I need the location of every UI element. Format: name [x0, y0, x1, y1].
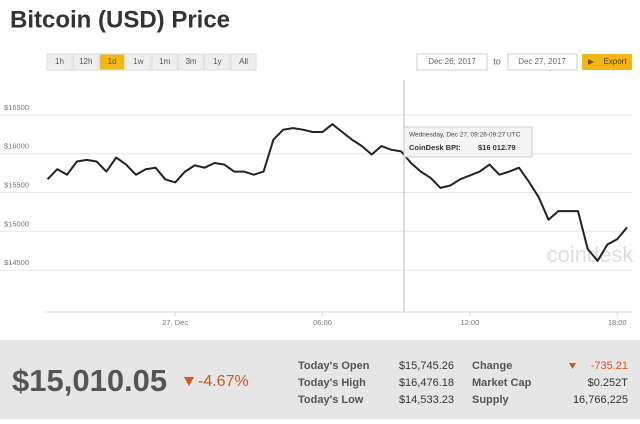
- y-tick-label: $15000: [4, 219, 29, 228]
- summary-panel: [0, 340, 640, 419]
- stat-label: Today's High: [298, 377, 366, 389]
- range-button-label: 3m: [185, 57, 196, 66]
- price-line: [46, 123, 628, 262]
- x-tick-label: 18:00: [608, 318, 627, 327]
- stat-value: 16,766,225: [573, 394, 628, 406]
- range-button[interactable]: [178, 53, 204, 71]
- date-from-input[interactable]: [416, 53, 488, 71]
- range-button-label: 1d: [108, 57, 117, 66]
- y-tick-label: $15500: [4, 180, 29, 189]
- stat-label: Change: [472, 360, 512, 372]
- range-button[interactable]: [204, 53, 231, 71]
- x-tick-label: 27. Dec: [162, 318, 188, 327]
- x-tick-label: 12:00: [461, 318, 480, 327]
- stat-value: $14,533.23: [399, 394, 454, 406]
- x-tick-label: 06:00: [313, 318, 332, 327]
- stats: Today's Open $15,745.26 Change -735.21 Today…: [298, 360, 628, 406]
- export-label: Export: [603, 57, 627, 66]
- export-icon: [588, 59, 594, 65]
- stat-label: Today's Open: [298, 360, 370, 372]
- range-button[interactable]: [125, 53, 152, 71]
- stat-label: Today's Low: [298, 394, 364, 406]
- tooltip: [403, 126, 533, 158]
- to-label: to: [493, 56, 501, 66]
- range-button[interactable]: [99, 53, 126, 71]
- tooltip-time: Wednesday, Dec 27, 09:26-09:27 UTC: [409, 132, 521, 139]
- range-button-label: 1m: [159, 57, 170, 66]
- stat-label: Supply: [472, 394, 510, 406]
- tooltip-value: $16 012.79: [478, 143, 516, 152]
- range-button[interactable]: [230, 53, 257, 71]
- range-button[interactable]: [72, 53, 99, 71]
- export-button[interactable]: [582, 54, 632, 70]
- stat-label: Market Cap: [472, 377, 532, 389]
- range-button-label: 1h: [55, 57, 64, 66]
- stat-value: $15,745.26: [399, 360, 454, 372]
- change: -4.67%: [198, 373, 249, 390]
- y-tick-label: $16000: [4, 142, 29, 151]
- date-to: Dec 27, 2017: [518, 57, 566, 66]
- range-button-label: 1w: [133, 57, 143, 66]
- chart: $14500 $15000 $15500 $16000 $16500 27. Dec 06:…: [0, 103, 632, 327]
- range-button-label: 1y: [213, 57, 221, 66]
- range-button-label: 12h: [79, 57, 92, 66]
- range-button[interactable]: [151, 53, 178, 71]
- range-button-label: All: [239, 57, 248, 66]
- down-arrow: [184, 377, 194, 386]
- price: $15,010.05: [12, 363, 167, 398]
- tooltip-label: CoinDesk BPI:: [409, 143, 461, 152]
- stat-value: -735.21: [591, 360, 628, 372]
- page-title: Bitcoin (USD) Price: [10, 6, 230, 33]
- watermark: coindesk: [547, 242, 635, 267]
- y-tick-label: $14500: [4, 258, 29, 267]
- stat-value: $16,476.18: [399, 377, 454, 389]
- down-arrow: [569, 363, 576, 369]
- date-to-input[interactable]: [507, 53, 578, 71]
- stat-value: $0.252T: [588, 377, 629, 389]
- range-button[interactable]: [46, 53, 73, 71]
- y-tick-label: $16500: [4, 103, 29, 112]
- range-buttons: 1h 12h 1d 1w 1m 3m 1y All: [46, 53, 257, 71]
- date-from: Dec 26, 2017: [428, 57, 476, 66]
